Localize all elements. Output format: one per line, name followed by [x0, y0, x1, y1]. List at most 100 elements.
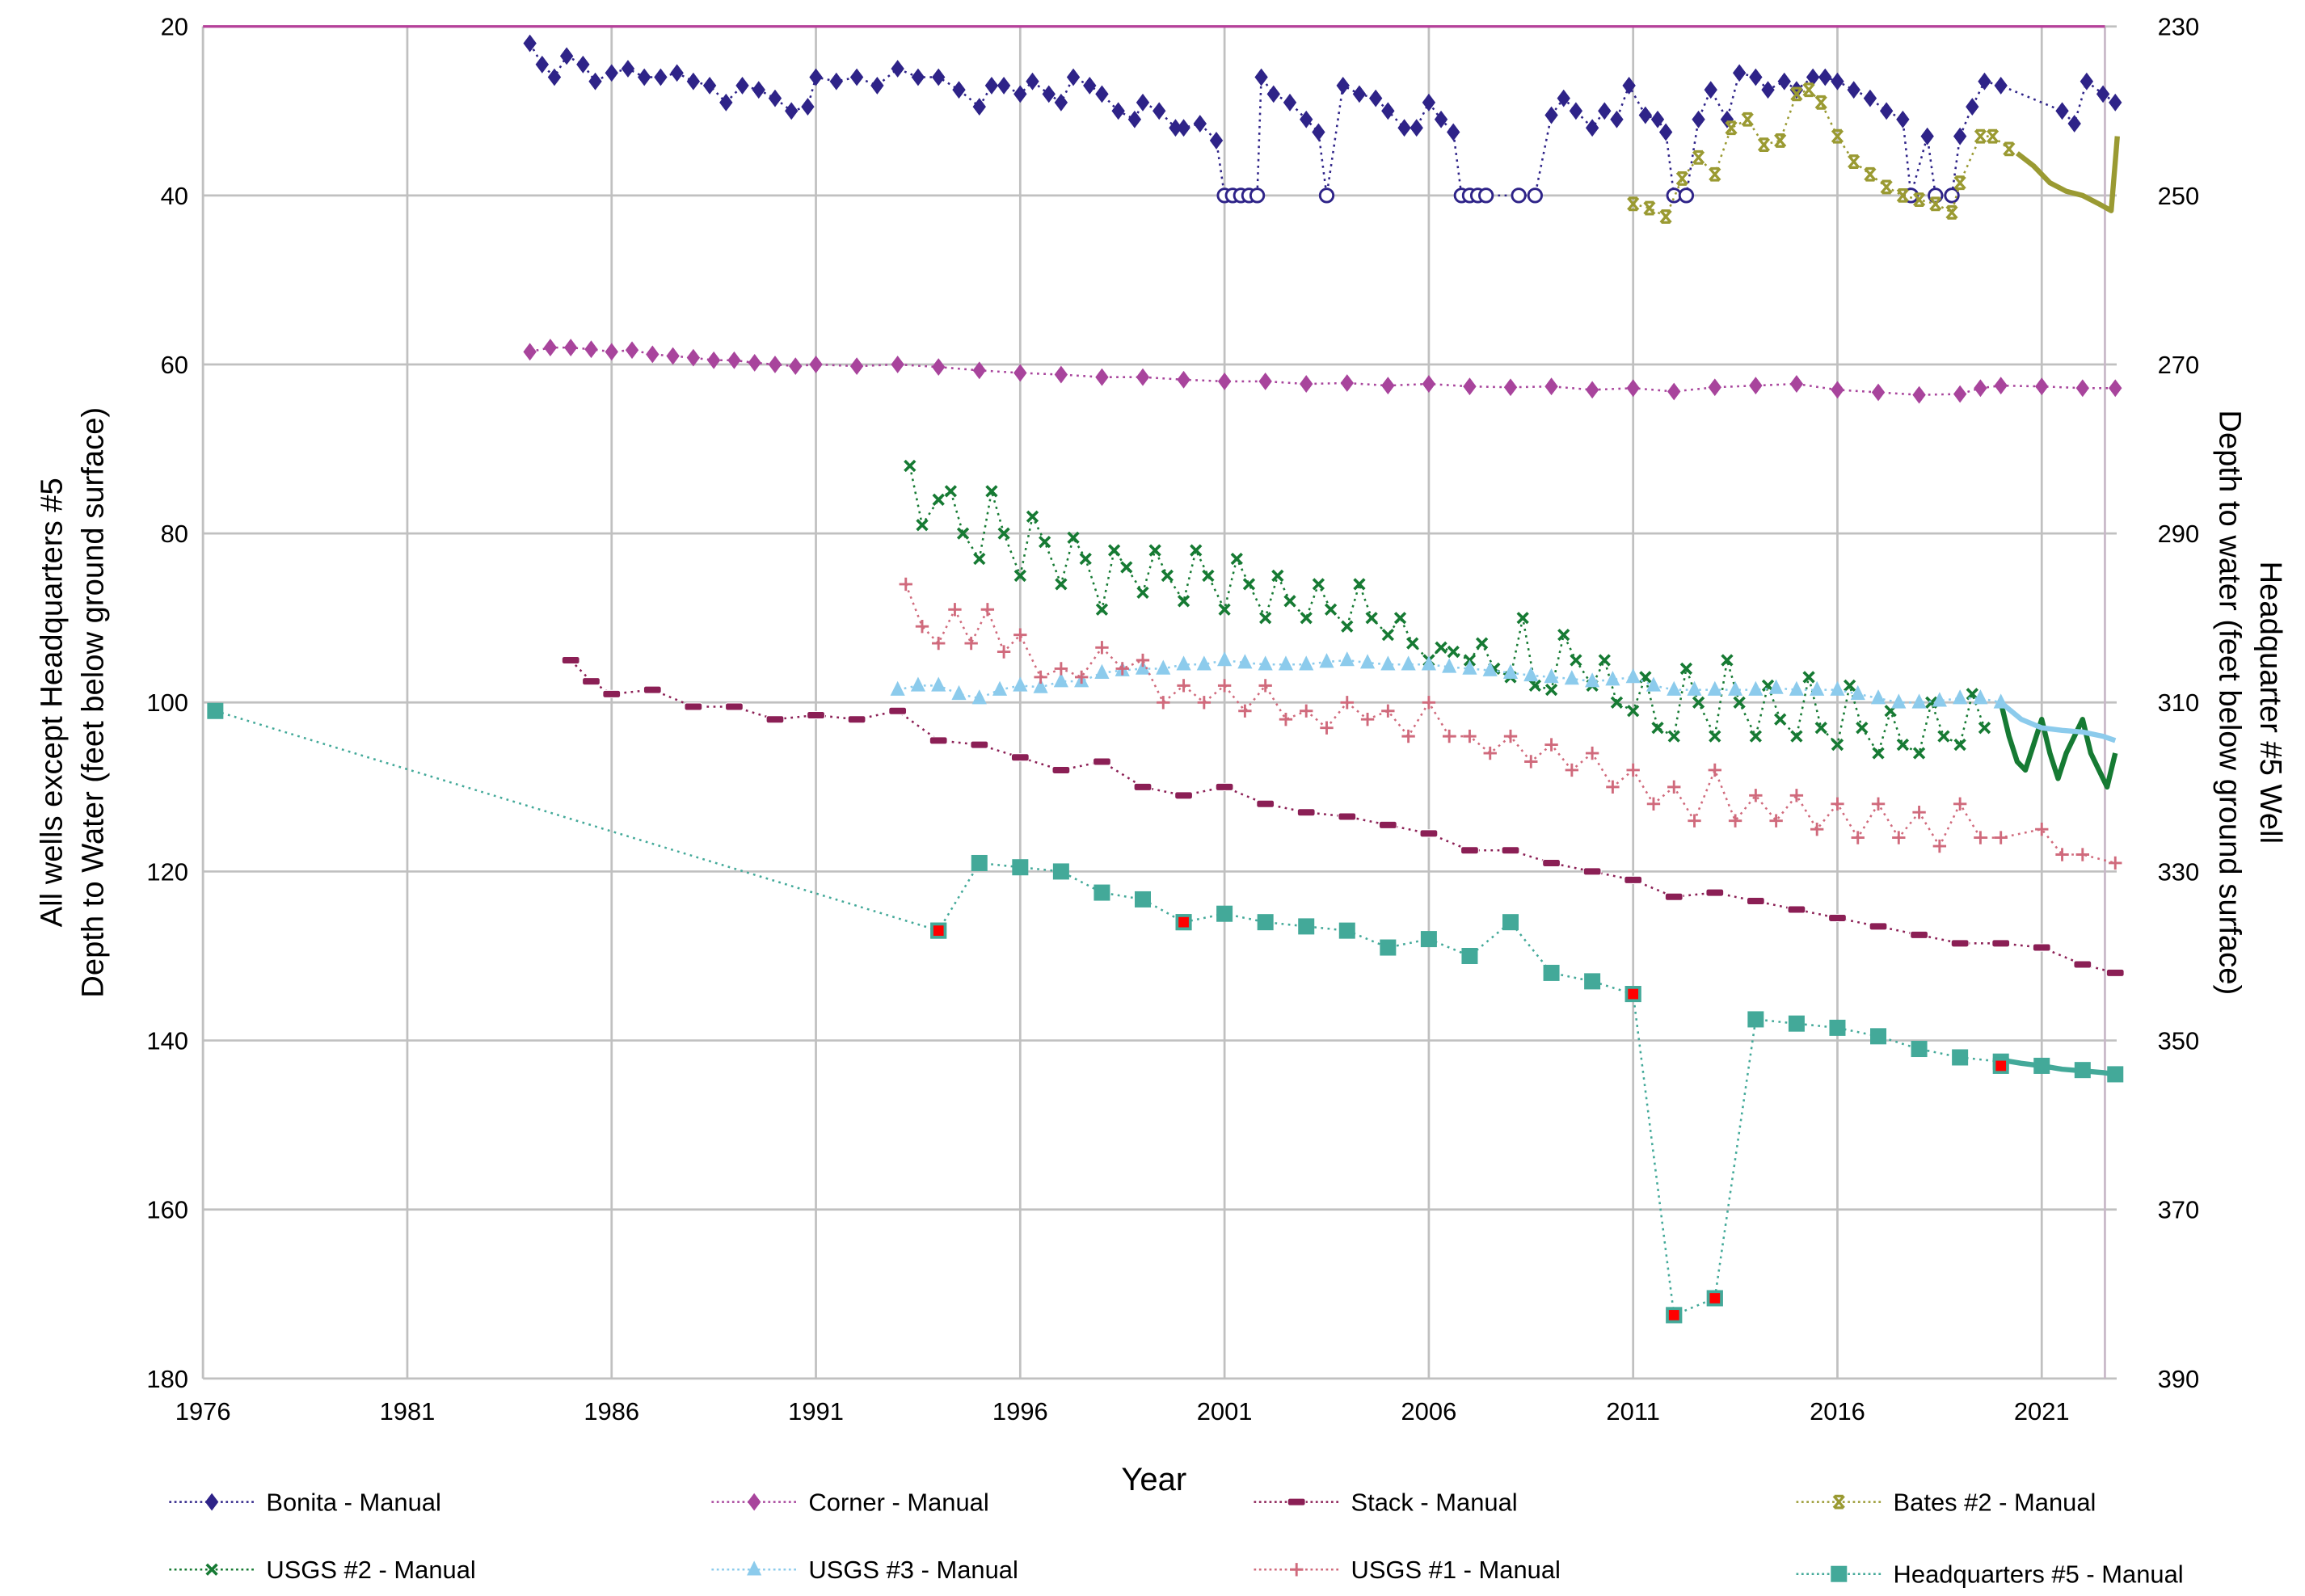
data-point	[1869, 922, 1888, 931]
data-point	[992, 680, 1008, 696]
series-usgs-2-manual	[904, 459, 2118, 790]
data-point	[1368, 89, 1383, 107]
data-point	[904, 459, 917, 473]
data-point	[1950, 939, 1970, 948]
data-point	[952, 81, 966, 99]
series-connector-line	[529, 346, 2116, 396]
data-point	[1054, 365, 1068, 384]
left-y-tick-label: 60	[161, 351, 188, 379]
data-point	[1196, 655, 1211, 671]
data-point	[1610, 110, 1624, 128]
data-point	[1774, 133, 1787, 148]
data-point	[1352, 85, 1367, 103]
data-point	[666, 347, 680, 365]
data-point	[1830, 680, 1845, 696]
data-point	[1340, 374, 1354, 392]
data-point	[1851, 831, 1865, 844]
data-point	[1216, 905, 1233, 922]
data-point	[1523, 666, 1539, 682]
legend-marker-swatch	[1290, 1563, 1304, 1577]
data-point	[1687, 680, 1702, 696]
left-y-tick-label: 40	[161, 182, 188, 210]
data-point	[1912, 747, 1926, 760]
data-point	[752, 81, 765, 99]
data-point	[1148, 544, 1161, 557]
data-point	[1732, 64, 1747, 82]
data-point	[1502, 914, 1519, 931]
data-point	[1650, 110, 1665, 128]
data-point	[964, 636, 978, 651]
data-point	[1704, 81, 1717, 99]
legend-label: Stack - Manual	[1351, 1489, 1518, 1517]
legend-item: Bates #2 - Manual	[1796, 1489, 2096, 1517]
x-tick-label: 1976	[175, 1397, 231, 1425]
data-point	[1156, 659, 1171, 675]
x-tick-label: 2016	[1810, 1397, 1865, 1425]
x-tick-label: 2011	[1606, 1397, 1659, 1425]
data-point	[973, 552, 986, 566]
data-point	[1847, 81, 1860, 99]
data-point	[1705, 888, 1725, 897]
data-point	[1447, 645, 1460, 659]
data-point	[932, 68, 946, 86]
continuous-record-line	[2000, 1057, 2116, 1077]
data-point	[1460, 846, 1479, 855]
data-point	[1503, 378, 1518, 397]
data-point	[1831, 128, 1844, 144]
grid	[201, 25, 2117, 1380]
data-point	[1605, 671, 1620, 686]
data-point	[561, 655, 580, 665]
data-point	[1643, 200, 1656, 216]
data-point	[2105, 968, 2125, 978]
data-point	[602, 689, 622, 698]
data-point	[1177, 119, 1190, 137]
data-point	[1646, 797, 1661, 811]
data-point	[1856, 722, 1869, 735]
data-point	[535, 55, 549, 74]
data-point	[1692, 110, 1705, 128]
data-point	[1953, 738, 1966, 752]
data-point	[2055, 848, 2069, 861]
series-usgs-3-manual	[890, 651, 2117, 743]
data-point	[1911, 1041, 1928, 1058]
data-point	[1381, 377, 1395, 395]
legend-label: USGS #3 - Manual	[808, 1556, 1018, 1584]
data-point	[1300, 612, 1313, 625]
x-axis-label: Year	[1121, 1462, 1186, 1497]
data-point	[931, 676, 946, 692]
data-point	[1557, 89, 1570, 107]
data-point	[1675, 171, 1688, 186]
data-point	[207, 702, 224, 719]
data-point	[2109, 856, 2122, 870]
data-point	[2109, 379, 2122, 398]
data-point	[1359, 654, 1376, 669]
data-point	[1679, 662, 1693, 676]
data-point	[849, 357, 864, 376]
data-point	[1013, 364, 1027, 382]
series-headquarters-5-manual	[207, 702, 2124, 1324]
data-point	[1953, 797, 1967, 811]
data-point	[1482, 661, 1498, 676]
data-point	[1259, 612, 1272, 625]
data-point	[547, 68, 562, 86]
data-point	[2032, 943, 2051, 952]
data-point	[702, 77, 717, 95]
left-y-tick-label: 120	[146, 857, 188, 886]
data-point	[1279, 713, 1293, 726]
data-point	[1692, 696, 1705, 709]
data-point	[1381, 102, 1395, 120]
data-point	[1828, 913, 1847, 923]
data-point	[1230, 552, 1243, 566]
data-point	[1831, 381, 1844, 399]
series-connector-line	[214, 710, 2116, 1317]
data-point	[1503, 729, 1518, 743]
data-point	[1157, 696, 1170, 710]
data-point	[915, 619, 929, 634]
right-y-tick-label: 230	[2158, 13, 2200, 41]
data-point	[1176, 655, 1191, 671]
data-point	[1843, 679, 1856, 693]
data-point	[1238, 704, 1252, 718]
data-point	[1083, 77, 1097, 95]
data-point	[1733, 696, 1746, 709]
data-point	[1299, 655, 1314, 671]
